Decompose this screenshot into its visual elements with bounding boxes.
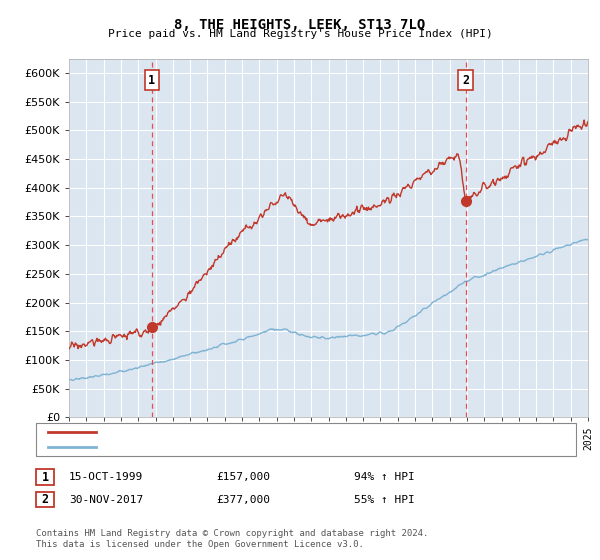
Text: Contains HM Land Registry data © Crown copyright and database right 2024.
This d: Contains HM Land Registry data © Crown c… — [36, 529, 428, 549]
Text: 30-NOV-2017: 30-NOV-2017 — [69, 494, 143, 505]
Text: 15-OCT-1999: 15-OCT-1999 — [69, 472, 143, 482]
Text: 2: 2 — [41, 493, 49, 506]
Text: 8, THE HEIGHTS, LEEK, ST13 7LQ: 8, THE HEIGHTS, LEEK, ST13 7LQ — [175, 18, 425, 32]
Text: 1: 1 — [41, 470, 49, 484]
Text: HPI: Average price, detached house, Staffordshire Moorlands: HPI: Average price, detached house, Staf… — [105, 442, 474, 452]
Text: 55% ↑ HPI: 55% ↑ HPI — [354, 494, 415, 505]
Text: 1: 1 — [148, 74, 155, 87]
Text: Price paid vs. HM Land Registry's House Price Index (HPI): Price paid vs. HM Land Registry's House … — [107, 29, 493, 39]
Text: £157,000: £157,000 — [216, 472, 270, 482]
Text: £377,000: £377,000 — [216, 494, 270, 505]
Text: 94% ↑ HPI: 94% ↑ HPI — [354, 472, 415, 482]
Text: 2: 2 — [462, 74, 469, 87]
Text: 8, THE HEIGHTS, LEEK, ST13 7LQ (detached house): 8, THE HEIGHTS, LEEK, ST13 7LQ (detached… — [105, 427, 399, 437]
